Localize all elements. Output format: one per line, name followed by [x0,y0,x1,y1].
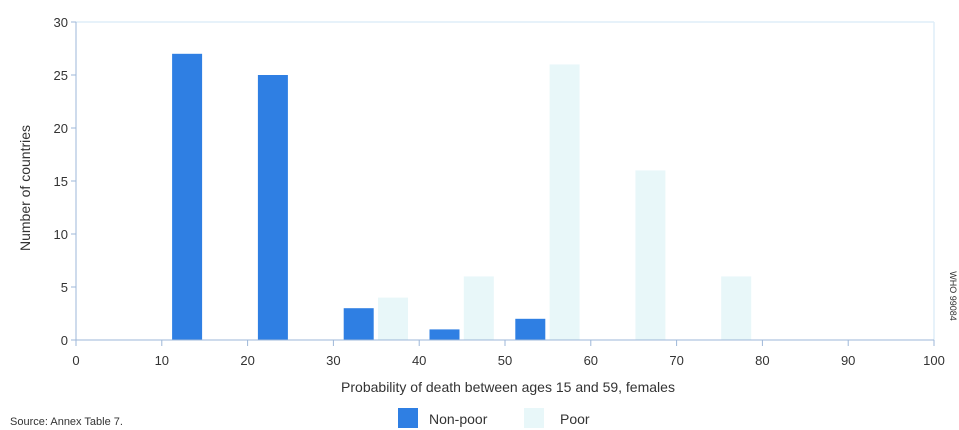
x-tick-label-50: 50 [498,353,512,368]
x-tick-label-100: 100 [923,353,945,368]
bar-poor-70 [721,276,752,340]
axes-layer: 0 10 20 30 40 50 60 70 80 90 100 0 5 10 15 20 25 30 [54,15,945,368]
x-tick-label-40: 40 [412,353,426,368]
legend-label-poor: Poor [560,411,590,427]
bar-poor-40 [463,276,494,340]
source-note: Source: Annex Table 7. [10,416,123,428]
y-tick-label-20: 20 [54,121,68,136]
x-tick-label-0: 0 [72,353,79,368]
y-tick-label-0: 0 [61,333,68,348]
x-tick-label-30: 30 [326,353,340,368]
figure-code: WHO 99084 [948,271,958,321]
y-axis-title: Number of countries [17,125,33,251]
bar-non-poor-40 [429,329,460,340]
x-tick-label-20: 20 [240,353,254,368]
bar-non-poor-20 [257,75,288,340]
y-tick-label-10: 10 [54,227,68,242]
x-axis-title: Probability of death between ages 15 and… [341,379,675,395]
bar-non-poor-10 [172,53,203,341]
bar-non-poor-50 [515,318,546,340]
y-tick-label-30: 30 [54,15,68,30]
legend-swatch-poor [524,408,544,428]
x-tick-label-90: 90 [841,353,855,368]
plot-frame [76,21,935,340]
y-tick-label-5: 5 [61,280,68,295]
y-tick-label-25: 25 [54,68,68,83]
legend: Non-poor Poor [398,408,590,428]
bar-non-poor-30 [343,308,374,340]
legend-swatch-non-poor [398,408,418,428]
y-tick-label-15: 15 [54,174,68,189]
bar-poor-30 [378,297,408,340]
bar-poor-60 [635,170,666,340]
bars-layer [172,53,752,341]
legend-label-non-poor: Non-poor [429,411,488,427]
x-tick-label-60: 60 [584,353,598,368]
x-tick-label-80: 80 [755,353,769,368]
x-tick-label-70: 70 [669,353,683,368]
x-tick-label-10: 10 [155,353,169,368]
bar-poor-50 [549,64,580,341]
